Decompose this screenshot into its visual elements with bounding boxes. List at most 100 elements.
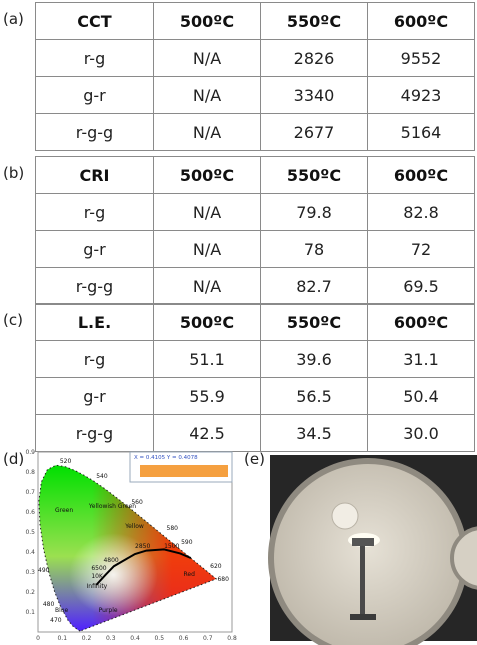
x-tick-label: 0.5 [154, 635, 164, 642]
y-tick-label: 0.5 [25, 529, 35, 536]
row: g-r N/A 3340 4923 [35, 76, 475, 114]
cell: g-r [35, 76, 154, 114]
cell: 9552 [367, 39, 475, 77]
cell: 55.9 [153, 377, 261, 415]
header-cell: 550ºC [260, 303, 368, 341]
cell: g-r [35, 230, 154, 268]
region-label: Red [184, 571, 196, 578]
cell: 39.6 [260, 340, 368, 378]
lamp-stand [360, 546, 365, 616]
cie-diagram: 0 0.1 0.2 0.3 0.4 0.5 0.6 0.7 0.8 0.1 0.2 0.3 0.4 0.5… [25, 449, 236, 642]
cell: 72 [367, 230, 475, 268]
wavelength-label: 480 [43, 601, 55, 608]
x-tick-label: 0.4 [130, 635, 140, 642]
cct-label: 6500 [91, 565, 106, 572]
figure-panels: 0 0.1 0.2 0.3 0.4 0.5 0.6 0.7 0.8 0.1 0.2 0.3 0.4 0.5… [3, 449, 477, 645]
sphere-edge [450, 526, 477, 590]
header-cell: 550ºC [260, 2, 368, 40]
region-label: Yellowish Green [88, 503, 136, 510]
y-tick-label: 0.4 [25, 549, 35, 556]
wavelength-label: 590 [181, 539, 193, 546]
header-cell: 500ºC [153, 303, 261, 341]
panel-label: (e) [244, 450, 265, 468]
header-cell: 500ºC [153, 2, 261, 40]
cell: 78 [260, 230, 368, 268]
row: r-g 51.1 39.6 31.1 [35, 340, 475, 378]
planckian-locus [95, 548, 192, 586]
cell: 42.5 [153, 414, 261, 452]
cell: r-g-g [35, 414, 154, 452]
cell: N/A [153, 76, 261, 114]
y-tick-label: 0.3 [25, 569, 35, 576]
cell: 3340 [260, 76, 368, 114]
wavelength-label: 490 [38, 567, 50, 574]
cell: g-r [35, 377, 154, 415]
x-tick-label: 0.2 [82, 635, 92, 642]
cell: 34.5 [260, 414, 368, 452]
panel-label: (a) [3, 10, 24, 28]
region-label: Blue [55, 607, 69, 614]
cell: 31.1 [367, 340, 475, 378]
x-tick-label: 0.1 [57, 635, 67, 642]
x-tick-label: 0.3 [106, 635, 116, 642]
stand-base [350, 614, 376, 620]
panel-label: (d) [3, 450, 24, 468]
cell: N/A [153, 230, 261, 268]
wavelength-label: 580 [167, 525, 179, 532]
cct-label: 10K [91, 573, 104, 580]
cell: r-g-g [35, 113, 154, 151]
cell: N/A [153, 39, 261, 77]
sphere-inside [274, 464, 462, 645]
cell: 56.5 [260, 377, 368, 415]
color-swatch [140, 465, 228, 477]
baffle [331, 502, 359, 530]
x-tick-label: 0.6 [179, 635, 189, 642]
y-tick-label: 0.2 [25, 589, 35, 596]
data-table: CRI 500ºC 550ºC 600ºC r-g N/A 79.8 82.8 g-r N/A 78… [35, 156, 475, 305]
wavelength-label: 560 [131, 499, 143, 506]
wavelength-label: 470 [50, 617, 62, 624]
y-tick-label: 0.7 [25, 489, 35, 496]
cell: 51.1 [153, 340, 261, 378]
y-tick-label: 0.1 [25, 609, 35, 616]
y-tick-label: 0.6 [25, 509, 35, 516]
row: r-g-g N/A 82.7 69.5 [35, 267, 475, 305]
cell: N/A [153, 193, 261, 231]
header-row: L.E. 500ºC 550ºC 600ºC [35, 303, 475, 341]
lamp-holder [352, 538, 374, 546]
cct-label: 1500 [164, 543, 179, 550]
row: g-r N/A 78 72 [35, 230, 475, 268]
cell: r-g [35, 39, 154, 77]
header-cell: 500ºC [153, 156, 261, 194]
cell: N/A [153, 113, 261, 151]
panel-label: (b) [3, 164, 25, 182]
cell: 4923 [367, 76, 475, 114]
readout: X = 0.4105 Y = 0.4078 [134, 455, 198, 461]
header-cell: 600ºC [367, 2, 475, 40]
row: r-g N/A 79.8 82.8 [35, 193, 475, 231]
cell: 2677 [260, 113, 368, 151]
cell: N/A [153, 267, 261, 305]
photo [268, 455, 477, 645]
header-row: CCT 500ºC 550ºC 600ºC [35, 2, 475, 40]
wavelength-label: 680 [217, 576, 229, 583]
y-tick-label: 0.8 [25, 469, 35, 476]
cell: r-g [35, 340, 154, 378]
cell: 82.8 [367, 193, 475, 231]
cell: r-g [35, 193, 154, 231]
x-tick-label: 0 [36, 635, 40, 642]
header-row: CRI 500ºC 550ºC 600ºC [35, 156, 475, 194]
data-table: L.E. 500ºC 550ºC 600ºC r-g 51.1 39.6 31.1 g-r 55.… [35, 303, 475, 452]
cct-label: Infinity [87, 583, 108, 590]
y-tick-label: 0.9 [25, 449, 35, 456]
region-label: Green [55, 507, 73, 514]
cell: 50.4 [367, 377, 475, 415]
header-cell: 600ºC [367, 303, 475, 341]
header-cell: CCT [35, 2, 154, 40]
region-label: Yellow [124, 523, 144, 530]
wavelength-label: 620 [210, 563, 222, 570]
cell: r-g-g [35, 267, 154, 305]
header-cell: CRI [35, 156, 154, 194]
x-tick-label: 0.7 [203, 635, 213, 642]
